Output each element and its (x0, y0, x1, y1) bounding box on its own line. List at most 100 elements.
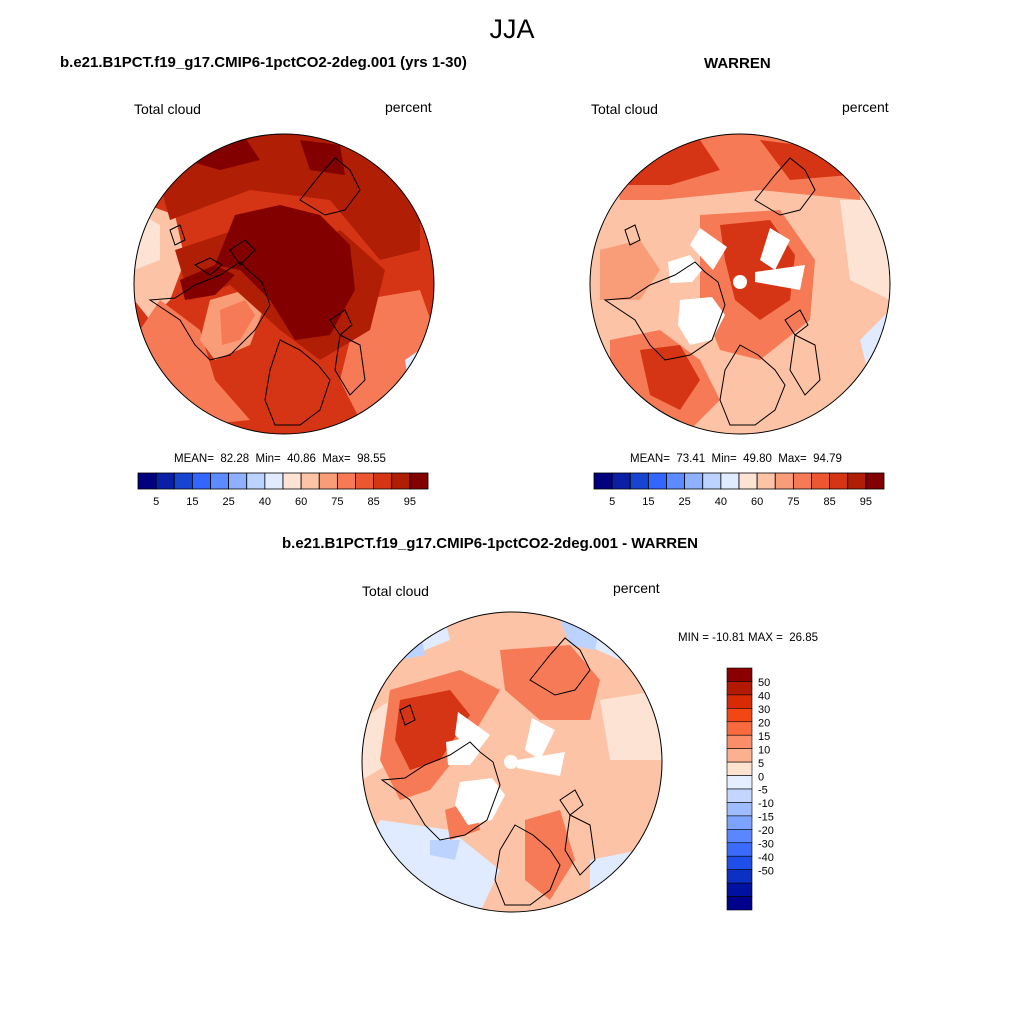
panel-1-colorbar-swatch (282, 472, 302, 490)
panel-3-stats: MIN = -10.81 MAX = 26.85 (678, 632, 818, 644)
panel-3-colorbar-swatch (726, 802, 753, 817)
panel-3-colorbar-tick-label: 5 (758, 758, 764, 770)
panel-1-colorbar-swatch (318, 472, 338, 490)
panel-3-colorbar-tick-label: -30 (758, 839, 774, 851)
panel-1-colorbar-swatch (191, 472, 211, 490)
panel-3-colorbar-tick-label: 20 (758, 718, 770, 730)
panel-3-colorbar-tick-label: 50 (758, 677, 770, 689)
panel-3-colorbar-tick-label: 30 (758, 704, 770, 716)
figure-title: JJA (489, 14, 535, 44)
panel-1-colorbar-swatch (210, 472, 230, 490)
panel-3-colorbar-tick-label: 10 (758, 744, 770, 756)
panel-3-colorbar-swatch (726, 721, 753, 736)
panel-2-colorbar-tick-label: 60 (751, 496, 763, 508)
panel-1-map-border (133, 133, 435, 435)
panel-1-colorbar-swatch (391, 472, 411, 490)
panel-2-colorbar-swatch (792, 472, 812, 490)
panel-1-colorbar-swatch (336, 472, 356, 490)
panel-3-colorbar-swatch (726, 882, 753, 897)
panel-1-colorbar-swatch (246, 472, 266, 490)
panel-1-colorbar-swatch (228, 472, 248, 490)
panel-2-colorbar-swatch (774, 472, 794, 490)
panel-3-colorbar-swatch (726, 775, 753, 790)
panel-1-colorbar-swatch (373, 472, 393, 490)
panel-2-colorbar-tick-label: 15 (642, 496, 654, 508)
panel-3-map-border (361, 611, 663, 913)
panel-2-units-label: percent (842, 99, 889, 115)
panel-2-colorbar-swatch (811, 472, 831, 490)
panel-2-stats: MEAN= 73.41 Min= 49.80 Max= 94.79 (630, 453, 842, 465)
panel-3-colorbar-swatch (726, 842, 753, 857)
panel-3-colorbar-swatch (726, 667, 753, 682)
panel-3-colorbar-tick-label: -10 (758, 798, 774, 810)
panel-1-colorbar-swatch (173, 472, 193, 490)
panel-3-colorbar-swatch (726, 788, 753, 803)
panel-1-colorbar-swatch (264, 472, 284, 490)
panel-2-colorbar-swatch (847, 472, 867, 490)
panel-3-colorbar-tick-label: 0 (758, 771, 764, 783)
panel-1-colorbar-tick-label: 60 (295, 496, 307, 508)
panel-1-colorbar-tick-label: 95 (404, 496, 416, 508)
panel-2-map-border (589, 133, 891, 435)
panel-1-colorbar-tick-label: 75 (331, 496, 343, 508)
panel-2-colorbar-swatch (702, 472, 722, 490)
panel-3-colorbar-tick-label: -15 (758, 812, 774, 824)
panel-2-colorbar-swatch (738, 472, 758, 490)
panel-3-colorbar-swatch (726, 748, 753, 763)
panel-1-colorbar-swatch (137, 472, 157, 490)
panel-2-colorbar-tick-label: 75 (787, 496, 799, 508)
panel-2-colorbar-swatch (611, 472, 631, 490)
panel-1-colorbar-tick-label: 85 (368, 496, 380, 508)
panel-1-colorbar-swatch (355, 472, 375, 490)
panel-3-colorbar-swatch (726, 896, 753, 911)
panel-2-polar-map (590, 134, 890, 434)
panel-3-colorbar-swatch (726, 855, 753, 870)
panel-2-colorbar-tick-label: 85 (824, 496, 836, 508)
panel-1-variable-label: Total cloud (134, 101, 201, 117)
panel-3-colorbar-tick-label: -5 (758, 785, 768, 797)
panel-3-colorbar-tick-label: 40 (758, 691, 770, 703)
panel-2-colorbar-swatch (684, 472, 704, 490)
panel-3-colorbar-tick-label: -50 (758, 865, 774, 877)
panel-3-units-label: percent (613, 580, 660, 596)
panel-1-colorbar-tick-label: 40 (259, 496, 271, 508)
panel-1-colorbar-swatch (300, 472, 320, 490)
panel-1-colorbar-tick-label: 5 (153, 496, 159, 508)
panel-2-colorbar-tick-label: 95 (860, 496, 872, 508)
panel-2-colorbar-swatch (829, 472, 849, 490)
panel-2-variable-label: Total cloud (591, 101, 658, 117)
panel-1-colorbar-tick-label: 15 (186, 496, 198, 508)
panel-2-colorbar: 5 15 25 40 60 75 85 95 (593, 472, 885, 508)
panel-3-title: b.e21.B1PCT.f19_g17.CMIP6-1pctCO2-2deg.0… (282, 535, 698, 552)
panel-2-colorbar-swatch (865, 472, 885, 490)
panel-2-colorbar-swatch (629, 472, 649, 490)
panel-1-title: b.e21.B1PCT.f19_g17.CMIP6-1pctCO2-2deg.0… (60, 54, 467, 71)
panel-1-polar-map (134, 134, 434, 434)
panel-3-colorbar-swatch (726, 694, 753, 709)
panel-1-colorbar-tick-label: 25 (223, 496, 235, 508)
panel-3-colorbar-swatch (726, 761, 753, 776)
panel-3-colorbar-tick-label: 15 (758, 731, 770, 743)
panel-1-colorbar: 5 15 25 40 60 75 85 95 (137, 472, 429, 508)
panel-1-colorbar-swatch (155, 472, 175, 490)
panel-3-colorbar-tick-label: -20 (758, 825, 774, 837)
panel-3-colorbar-swatch (726, 815, 753, 830)
panel-1-colorbar-swatch (409, 472, 429, 490)
panel-3-colorbar-swatch (726, 734, 753, 749)
panel-2-colorbar-tick-label: 25 (679, 496, 691, 508)
panel-3-colorbar-swatch (726, 681, 753, 696)
panel-2-colorbar-swatch (720, 472, 740, 490)
panel-2-colorbar-swatch (666, 472, 686, 490)
panel-3-colorbar-swatch (726, 869, 753, 884)
panel-3-colorbar-tick-label: -40 (758, 852, 774, 864)
panel-3-variable-label: Total cloud (362, 583, 429, 599)
panel-3-polar-map (362, 612, 662, 912)
panel-2-colorbar-swatch (593, 472, 613, 490)
panel-2-colorbar-swatch (756, 472, 776, 490)
panel-3-colorbar-swatch (726, 708, 753, 723)
panel-1-stats: MEAN= 82.28 Min= 40.86 Max= 98.55 (174, 453, 386, 465)
panel-3-colorbar-swatch (726, 829, 753, 844)
panel-2-colorbar-tick-label: 40 (715, 496, 727, 508)
